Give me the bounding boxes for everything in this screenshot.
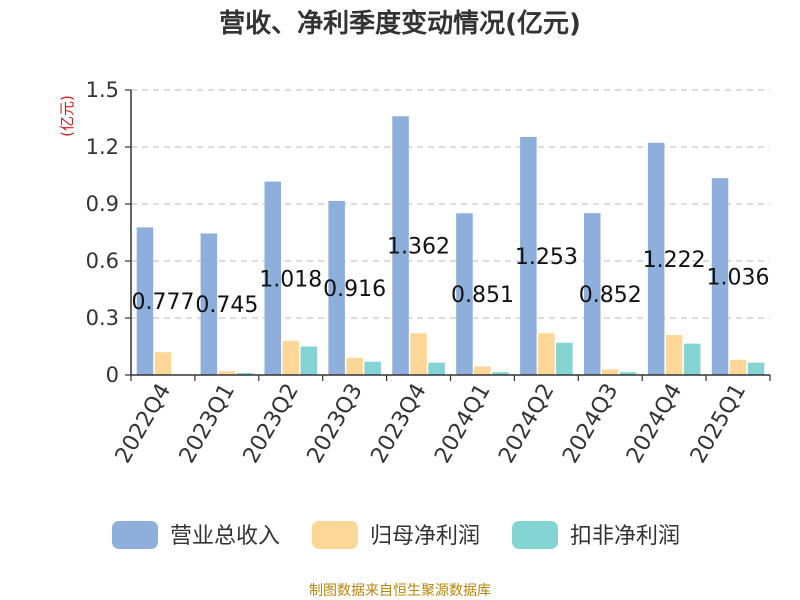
bar-series-1-2023Q2 <box>282 340 299 375</box>
data-label: 1.222 <box>643 248 706 273</box>
data-label: 0.851 <box>451 283 514 308</box>
data-label: 0.916 <box>323 277 386 302</box>
data-label: 1.018 <box>259 267 322 292</box>
bar-series-2-2024Q4 <box>683 343 701 375</box>
bar-series-0-2024Q2 <box>520 136 537 375</box>
bar-series-0-2024Q1 <box>456 213 473 375</box>
bar-series-0-2022Q4 <box>136 227 154 375</box>
x-tick-label: 2024Q3 <box>558 380 623 468</box>
bar-series-1-2023Q4 <box>410 333 427 375</box>
bar-series-1-2024Q3 <box>602 369 619 375</box>
legend-item-1[interactable]: 归母净利润 <box>312 521 480 549</box>
bar-series-0-2023Q3 <box>328 200 345 375</box>
bar-series-1-2023Q3 <box>346 357 363 375</box>
bar-series-1-2022Q4 <box>154 352 172 375</box>
bar-series-2-2024Q3 <box>620 372 637 375</box>
y-tick-label: 1.5 <box>86 78 119 102</box>
chart-title: 营收、净利季度变动情况(亿元) <box>219 8 581 39</box>
x-tick-label: 2024Q1 <box>430 380 495 468</box>
bar-series-1-2025Q1 <box>729 359 747 375</box>
data-label: 1.362 <box>387 235 450 260</box>
bar-series-1-2024Q4 <box>665 335 683 375</box>
bar-series-2-2023Q4 <box>428 362 445 375</box>
legend-label: 归母净利润 <box>370 524 480 549</box>
x-tick-label: 2023Q3 <box>303 380 368 468</box>
bar-series-0-2025Q1 <box>711 178 729 375</box>
data-label: 1.253 <box>515 245 578 270</box>
x-axis-ticks: 2022Q42023Q12023Q22023Q32023Q42024Q12024… <box>111 375 771 468</box>
legend-swatch <box>512 521 558 549</box>
y-tick-label: 0 <box>106 363 119 387</box>
data-label: 1.036 <box>707 266 770 291</box>
x-tick-label: 2022Q4 <box>111 380 176 468</box>
bar-series-2-2023Q2 <box>300 346 317 375</box>
bar-series-2-2023Q3 <box>364 361 381 375</box>
legend-label: 营业总收入 <box>170 524 280 549</box>
data-label: 0.777 <box>131 290 194 315</box>
bar-series-0-2023Q2 <box>264 181 281 375</box>
legend[interactable]: 营业总收入 归母净利润 扣非净利润 <box>112 521 680 549</box>
legend-item-0[interactable]: 营业总收入 <box>112 521 280 549</box>
bar-series-1-2024Q2 <box>538 333 555 375</box>
bar-series-0-2024Q4 <box>647 142 665 375</box>
x-tick-label: 2024Q4 <box>622 380 687 468</box>
source-note: 制图数据来自恒生聚源数据库 <box>309 583 491 599</box>
y-tick-label: 0.6 <box>86 249 119 273</box>
bar-series-2-2023Q1 <box>236 373 254 375</box>
legend-item-2[interactable]: 扣非净利润 <box>512 521 680 549</box>
y-axis-unit-label: (亿元) <box>58 95 76 137</box>
bar-series-2-2024Q1 <box>492 372 509 375</box>
bar-series-1-2024Q1 <box>474 366 491 375</box>
bar-series-2-2024Q2 <box>556 342 573 375</box>
y-tick-label: 0.3 <box>86 306 119 330</box>
bars-group <box>136 116 765 375</box>
data-label: 0.852 <box>579 283 642 308</box>
x-tick-label: 2023Q2 <box>239 380 304 468</box>
axes <box>130 90 770 376</box>
bar-series-0-2023Q4 <box>392 116 409 375</box>
legend-swatch <box>112 521 158 549</box>
bar-series-1-2023Q1 <box>218 371 236 375</box>
bar-series-0-2024Q3 <box>584 213 601 375</box>
bar-series-2-2025Q1 <box>747 362 765 375</box>
data-label: 0.745 <box>195 293 258 318</box>
y-axis-ticks: 0 0.3 0.6 0.9 1.2 1.5 <box>86 78 131 387</box>
x-tick-label: 2024Q2 <box>494 380 559 468</box>
x-tick-label: 2025Q1 <box>686 380 751 468</box>
legend-label: 扣非净利润 <box>570 524 680 549</box>
bar-series-0-2023Q1 <box>200 233 218 375</box>
y-tick-label: 0.9 <box>86 192 119 216</box>
y-tick-label: 1.2 <box>86 135 119 159</box>
x-tick-label: 2023Q4 <box>366 380 431 468</box>
x-tick-label: 2023Q1 <box>175 380 240 468</box>
legend-swatch <box>312 521 358 549</box>
